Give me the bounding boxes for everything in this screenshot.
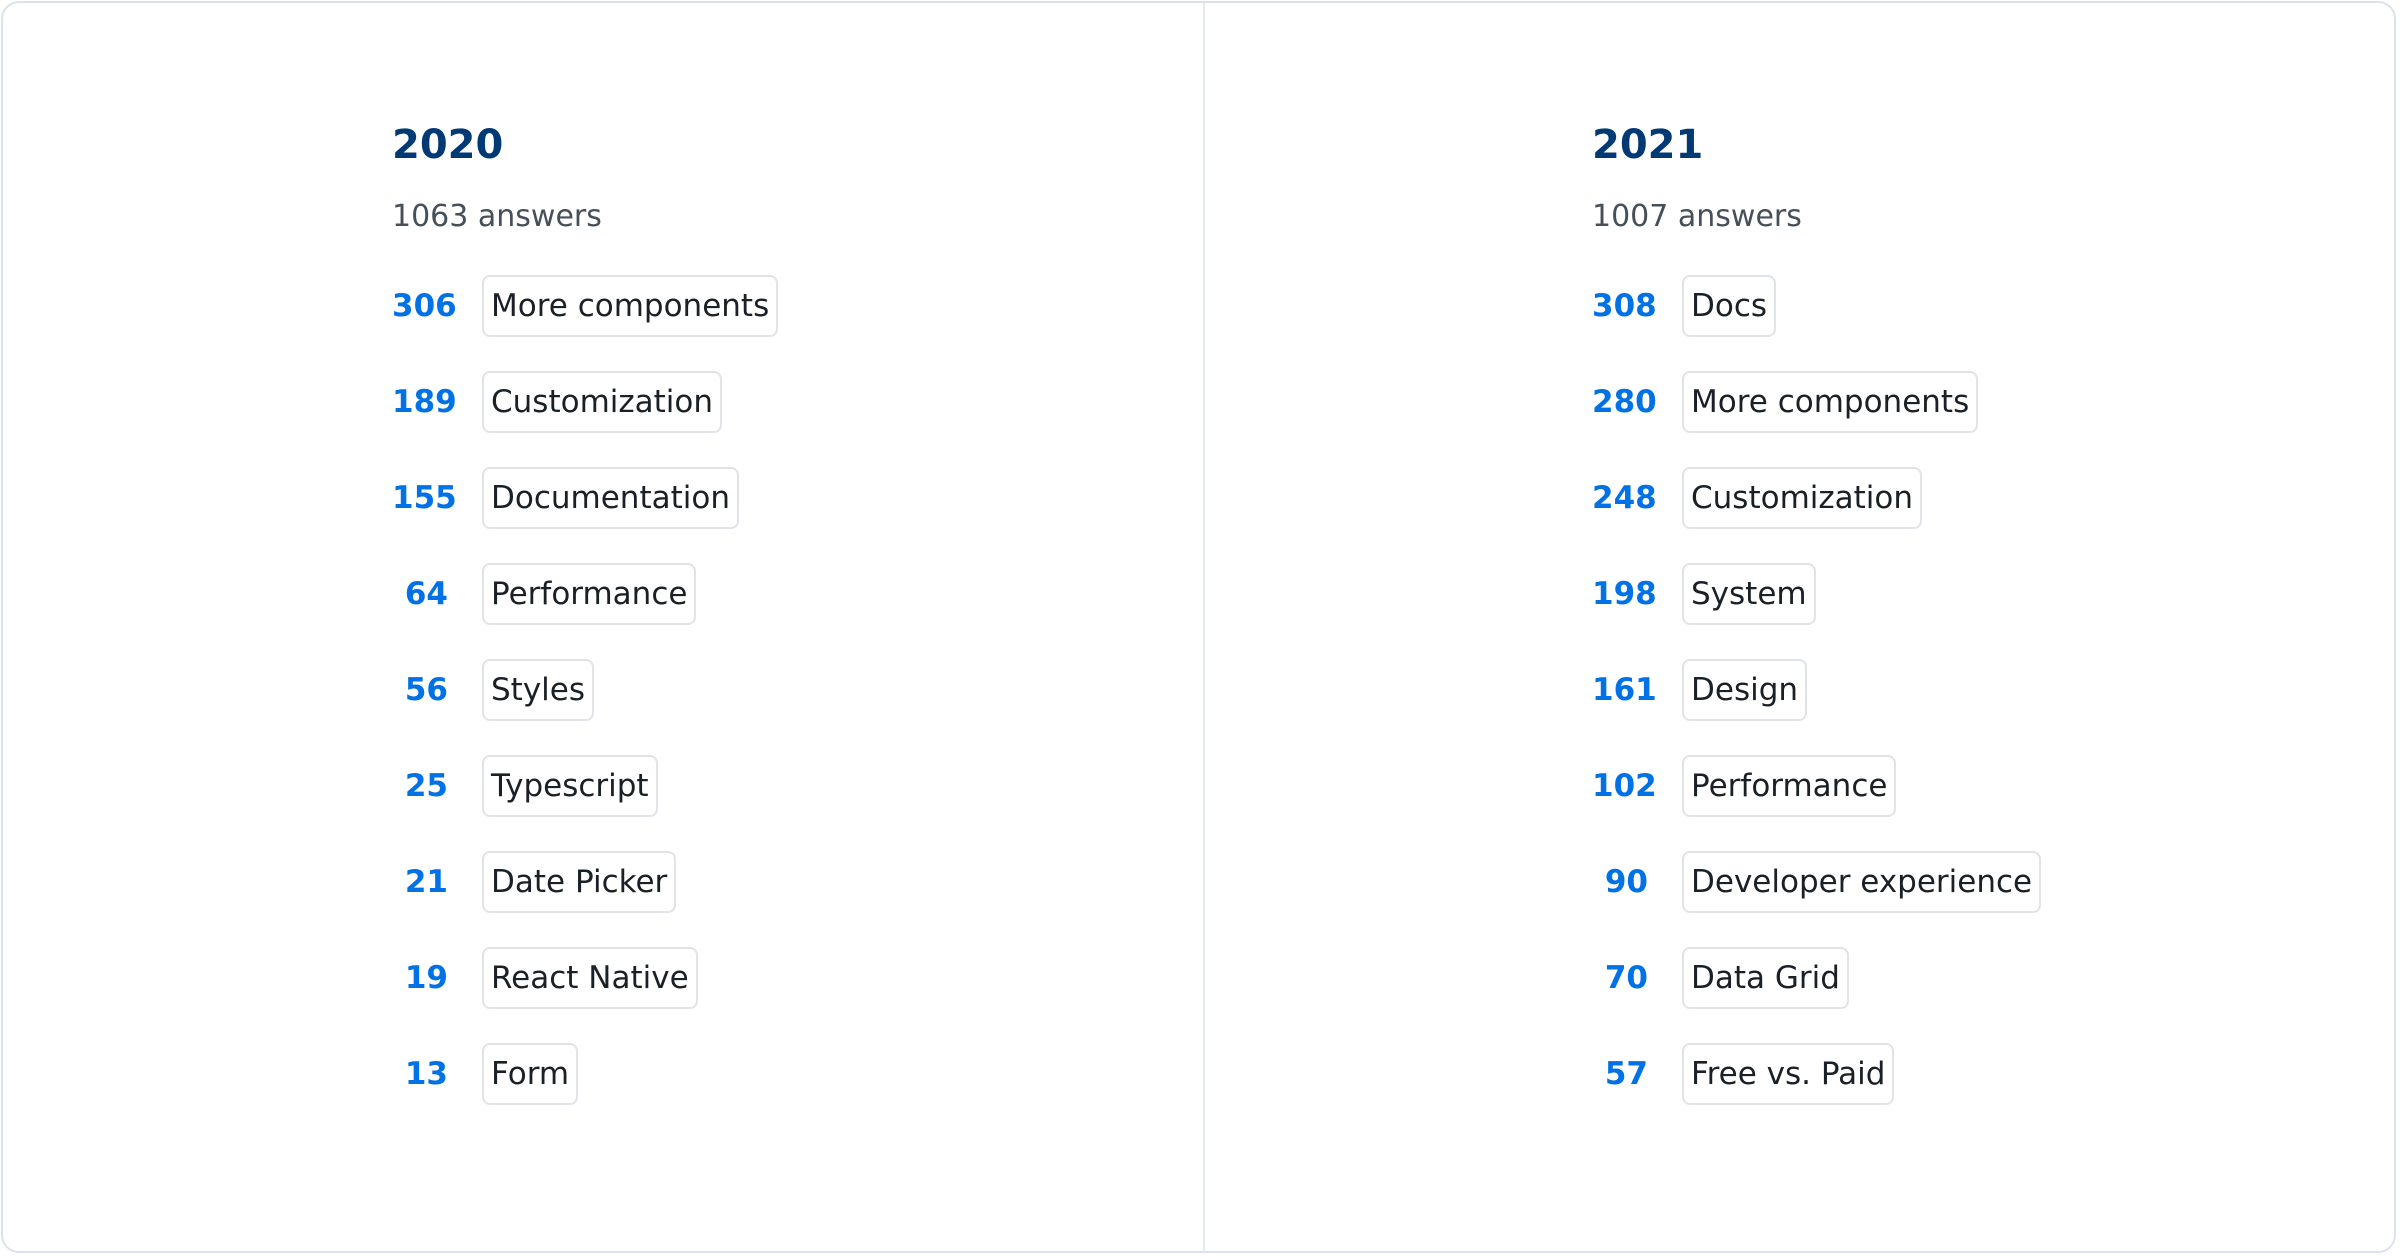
topic-chip: Free vs. Paid	[1682, 1043, 1895, 1105]
answers-count: 1063 answers	[392, 199, 602, 234]
topic-chip: Typescript	[482, 755, 658, 817]
list-item: 13 Form	[392, 1043, 778, 1105]
list-item: 102 Performance	[1592, 755, 2041, 817]
answer-count: 21	[404, 864, 448, 900]
list-item: 189 Customization	[392, 371, 778, 433]
answer-count: 198	[1592, 576, 1657, 612]
answer-count: 57	[1604, 1056, 1648, 1092]
topic-list: 306 More components 189 Customization 155 Doc…	[392, 275, 779, 1105]
answer-count: 189	[392, 384, 457, 420]
topic-chip: Design	[1682, 659, 1808, 721]
list-item: 308 Docs	[1592, 275, 2041, 337]
topic-chip: Styles	[482, 659, 595, 721]
topic-chip: Data Grid	[1682, 947, 1849, 1009]
answer-count: 248	[1592, 480, 1657, 516]
list-item: 90 Developer experience	[1592, 851, 2042, 913]
list-item: 280 More components	[1592, 371, 2041, 433]
topic-chip: Performance	[1682, 755, 1897, 817]
list-item: 306 More components	[392, 275, 779, 337]
answer-count: 90	[1604, 864, 1648, 900]
topic-list: 308 Docs 280 More components 248 Customizatio…	[1592, 275, 2042, 1105]
list-item: 25 Typescript	[392, 755, 778, 817]
answer-count: 56	[404, 672, 448, 708]
topic-chip: More components	[482, 275, 779, 337]
answer-count: 102	[1592, 768, 1657, 804]
answer-count: 280	[1592, 384, 1657, 420]
topic-chip: Customization	[482, 371, 723, 433]
answer-count: 13	[404, 1056, 448, 1092]
topic-chip: System	[1682, 563, 1816, 625]
topic-chip: More components	[1682, 371, 1979, 433]
answer-count: 70	[1604, 960, 1648, 996]
list-item: 57 Free vs. Paid	[1592, 1043, 2041, 1105]
topic-chip: Developer experience	[1682, 851, 2042, 913]
list-item: 70 Data Grid	[1592, 947, 2041, 1009]
list-item: 19 React Native	[392, 947, 778, 1009]
column-2020: 2020 1063 answers 306 More components 189 C…	[392, 115, 779, 1139]
topic-chip: Date Picker	[482, 851, 677, 913]
answer-count: 306	[392, 288, 457, 324]
list-item: 161 Design	[1592, 659, 2041, 721]
topic-chip: Customization	[1682, 467, 1923, 529]
list-item: 56 Styles	[392, 659, 778, 721]
answer-count: 161	[1592, 672, 1657, 708]
topic-chip: Docs	[1682, 275, 1777, 337]
list-item: 155 Documentation	[392, 467, 778, 529]
column-2021: 2021 1007 answers 308 Docs 280 More compone…	[1592, 115, 2042, 1139]
answer-count: 19	[404, 960, 448, 996]
answer-count: 308	[1592, 288, 1657, 324]
list-item: 21 Date Picker	[392, 851, 778, 913]
column-divider	[1203, 3, 1205, 1251]
year-heading: 2020	[392, 122, 504, 168]
topic-chip: React Native	[482, 947, 698, 1009]
topic-chip: Documentation	[482, 467, 739, 529]
year-heading: 2021	[1592, 122, 1704, 168]
list-item: 198 System	[1592, 563, 2041, 625]
answer-count: 25	[404, 768, 448, 804]
list-item: 248 Customization	[1592, 467, 2041, 529]
answers-count: 1007 answers	[1592, 199, 1802, 234]
answer-count: 64	[404, 576, 448, 612]
answer-count: 155	[392, 480, 457, 516]
topic-chip: Performance	[482, 563, 697, 625]
topic-chip: Form	[482, 1043, 579, 1105]
list-item: 64 Performance	[392, 563, 778, 625]
